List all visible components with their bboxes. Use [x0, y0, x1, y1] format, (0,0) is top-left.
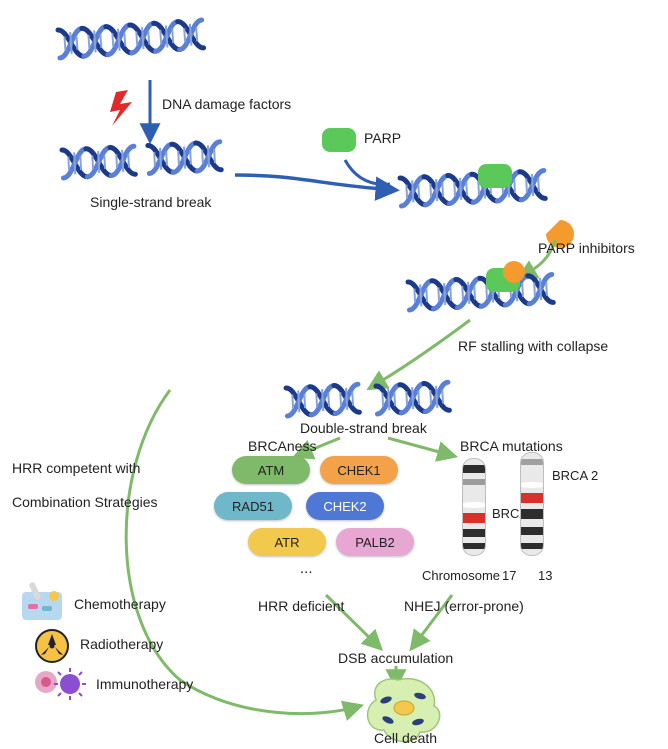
dna-dsb-right [376, 382, 449, 414]
parp-label: PARP [364, 130, 401, 146]
comb-label: Combination Strategies [12, 494, 158, 510]
hrr-comp-label: HRR competent with [12, 460, 140, 476]
chromosome-c13 [520, 452, 544, 556]
gene-chek1: CHEK1 [320, 456, 398, 484]
ssb-label: Single-strand break [90, 194, 211, 210]
dna-parp-bound [400, 170, 545, 205]
dna-ssb [62, 142, 221, 178]
immuno-label: Immunotherapy [96, 676, 193, 692]
chromosome-c17 [462, 458, 486, 556]
dsb-acc-label: DSB accumulation [338, 650, 453, 666]
nhej-label: NHEJ (error-prone) [404, 598, 524, 614]
radio-label: Radiotherapy [80, 636, 163, 652]
lightning-icon [110, 90, 132, 126]
gene-atm: ATM [232, 456, 310, 484]
combination-arrow [126, 390, 360, 714]
chrom-label: Chromosome [422, 568, 500, 583]
parp-icon [322, 128, 356, 152]
chrom13-label: 13 [538, 568, 552, 583]
dna-dsb-left [286, 384, 359, 416]
rf-stall-label: RF stalling with collapse [458, 338, 608, 354]
brcaness-label: BRCAness [248, 438, 316, 454]
ellipsis-label: ... [300, 560, 313, 577]
brca2-label: BRCA 2 [552, 468, 598, 483]
chrom17-label: 17 [502, 568, 516, 583]
dna-damage-label: DNA damage factors [162, 96, 291, 112]
cell-death-label: Cell death [374, 730, 437, 746]
gene-rad51: RAD51 [214, 492, 292, 520]
gene-palb2: PALB2 [336, 528, 414, 556]
immunotherapy-icon [35, 668, 86, 700]
chemo-label: Chemotherapy [74, 596, 166, 612]
hrr-def-label: HRR deficient [258, 598, 344, 614]
dsb-label: Double-strand break [300, 420, 427, 436]
dna-trapped [408, 274, 553, 309]
gene-atr: ATR [248, 528, 326, 556]
gene-chek2: CHEK2 [306, 492, 384, 520]
chemotherapy-icon [22, 582, 62, 620]
parp-inh-label: PARP inhibitors [538, 240, 635, 256]
radiotherapy-icon [36, 630, 68, 662]
dna-intact [58, 20, 204, 58]
brca-mut-label: BRCA mutations [460, 438, 563, 454]
